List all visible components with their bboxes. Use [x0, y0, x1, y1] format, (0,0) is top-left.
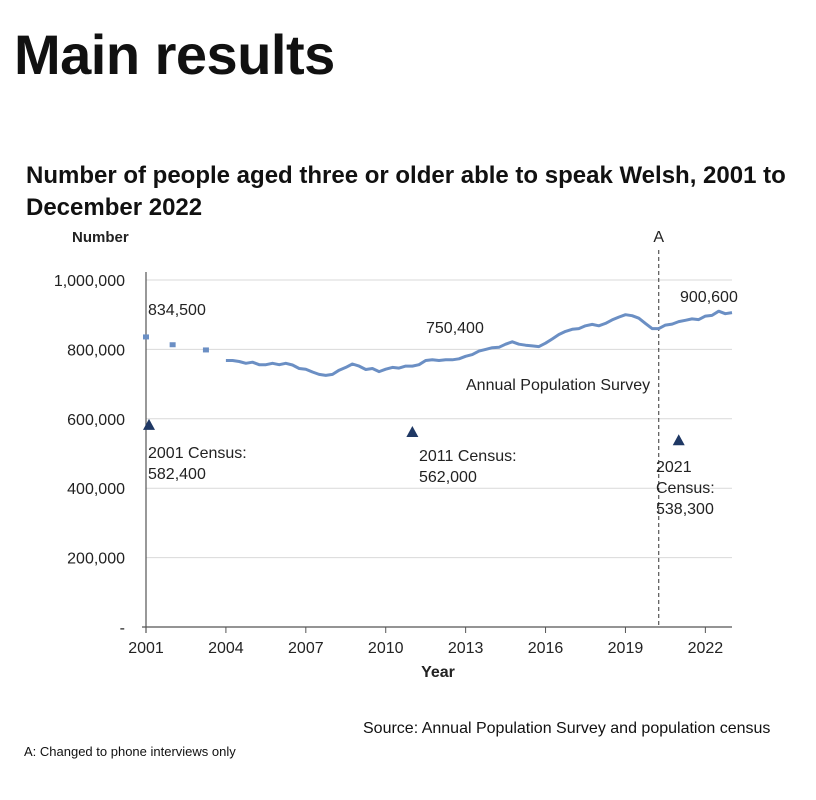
annotation-2021-census: 2021	[656, 459, 692, 476]
x-tick-label: 2022	[688, 640, 724, 657]
y-tick-label: -	[120, 620, 125, 637]
annotation-2011-census: 2011 Census:	[419, 448, 517, 465]
census-marker	[143, 418, 155, 430]
annotation-834500: 834,500	[148, 302, 206, 319]
gridlines	[146, 279, 732, 559]
annotation-900600: 900,600	[680, 289, 738, 306]
x-tick-label: 2004	[208, 640, 244, 657]
x-axis-title: Year	[421, 664, 455, 681]
x-tick-label: 2001	[128, 640, 164, 657]
footnote: A: Changed to phone interviews only	[24, 744, 236, 759]
annotation-2021-census: Census:	[656, 480, 715, 497]
annotation-2011-census: 562,000	[419, 469, 477, 486]
x-tick-label: 2016	[528, 640, 564, 657]
y-tick-label: 800,000	[67, 342, 125, 359]
early-estimate-point	[169, 342, 176, 348]
annotation-750400: 750,400	[426, 320, 484, 337]
y-tick-label: 200,000	[67, 551, 125, 568]
series	[143, 250, 733, 627]
y-tick-label: 1,000,000	[54, 273, 125, 290]
early-estimate-point	[143, 334, 149, 340]
annotations: A 834,500 750,400 900,600 Annual Population …	[148, 229, 738, 518]
annotation-2001-census: 2001 Census:	[148, 445, 247, 462]
y-tick-label: 400,000	[67, 481, 125, 498]
series-label-annual-population-survey: Annual Population Survey	[466, 377, 650, 394]
y-axis-title: Number	[72, 229, 129, 246]
page-heading: Main results	[14, 23, 335, 86]
source-note: Source: Annual Population Survey and pop…	[363, 720, 771, 737]
y-tick-label: 600,000	[67, 412, 125, 429]
x-tick-label: 2019	[608, 640, 644, 657]
series-line-annual-population-survey	[225, 309, 733, 377]
chart-title: Number of people aged three or older abl…	[26, 162, 786, 221]
x-tick-label: 2007	[288, 640, 324, 657]
annotation-2021-census: 538,300	[656, 501, 714, 518]
census-marker	[672, 434, 685, 446]
x-tick-label: 2010	[368, 640, 404, 657]
axes: - 200,000 400,000 600,000 800,000 1,000,000 20…	[54, 229, 732, 681]
census-marker	[406, 425, 419, 437]
event-line-label: A	[653, 229, 664, 246]
x-tick-label: 2013	[448, 640, 484, 657]
early-estimate-point	[202, 347, 209, 353]
annotation-2001-census: 582,400	[148, 466, 206, 483]
